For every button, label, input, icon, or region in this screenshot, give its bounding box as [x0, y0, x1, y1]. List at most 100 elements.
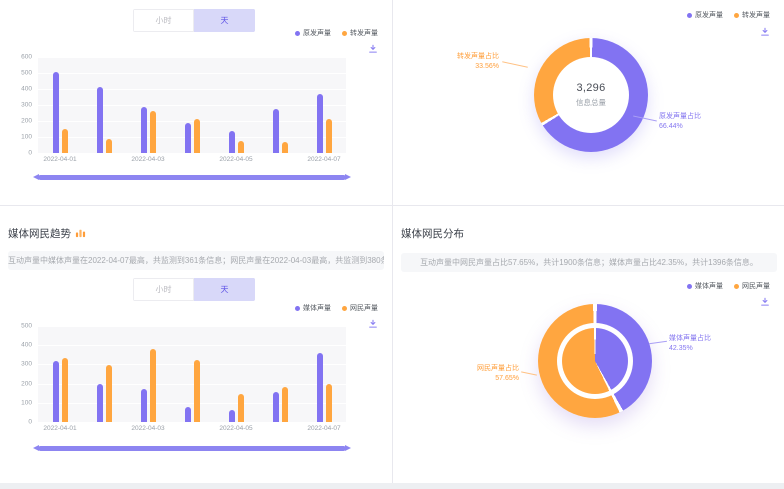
legend-label: 转发声量	[742, 12, 770, 19]
bar[interactable]	[140, 107, 147, 153]
legend-label: 网民声量	[742, 283, 770, 290]
bar[interactable]	[96, 383, 103, 422]
panel-title: 媒体网民趋势	[8, 226, 86, 241]
download-icon[interactable]	[368, 41, 378, 53]
bar-group	[38, 326, 82, 422]
bar[interactable]	[193, 359, 200, 422]
bar-group	[170, 326, 214, 422]
total-value: 3,296	[576, 82, 606, 94]
bar[interactable]	[149, 349, 156, 422]
gridline	[38, 383, 346, 385]
horizontal-scrollbar-track[interactable]	[0, 483, 784, 489]
legend-item[interactable]: 转发声量	[342, 28, 378, 38]
legend-item[interactable]: 原发声量	[687, 10, 723, 20]
scrollbar-right-handle[interactable]	[345, 174, 351, 180]
bar-group	[302, 326, 346, 422]
toggle-hour-button[interactable]: 小时	[133, 278, 194, 301]
legend-dot	[734, 12, 739, 18]
bar[interactable]	[272, 392, 279, 422]
bar[interactable]	[325, 383, 332, 422]
y-axis-tick: 400	[21, 85, 32, 93]
data-zoom-scrollbar[interactable]	[33, 445, 351, 451]
bar[interactable]	[61, 357, 68, 422]
bar-group	[214, 326, 258, 422]
y-axis-tick: 200	[21, 117, 32, 125]
x-axis-tick: 2022-04-01	[43, 156, 77, 163]
x-axis-tick	[258, 425, 302, 432]
panel-divider-vertical	[392, 0, 393, 483]
legend-item[interactable]: 媒体声量	[687, 281, 723, 291]
bar[interactable]	[52, 360, 59, 422]
gridline	[38, 402, 346, 404]
bar[interactable]	[105, 138, 112, 153]
y-axis-tick: 600	[21, 53, 32, 61]
bar[interactable]	[281, 387, 288, 422]
x-axis-tick	[82, 425, 126, 432]
download-icon[interactable]	[760, 24, 770, 36]
bar[interactable]	[272, 109, 279, 153]
toggle-hour-button[interactable]: 小时	[133, 9, 194, 32]
data-zoom-scrollbar[interactable]	[33, 174, 351, 180]
pie-chart-media-netizen[interactable]	[538, 304, 652, 418]
panel-title-text: 媒体网民趋势	[8, 228, 71, 240]
donut-chart-volume[interactable]: 3,296 信息总量	[534, 38, 648, 152]
x-axis-tick	[258, 156, 302, 163]
bar[interactable]	[96, 87, 103, 153]
bar[interactable]	[184, 407, 191, 422]
bar-chart-volume-trend: 600 500 400 300 200 100 0 2022-04-01 2022-04-03…	[8, 53, 360, 171]
bar-chart-media-netizen: 500 400 300 200 100 0 2022-04-01 2022-04-03 202…	[8, 322, 360, 440]
bar-group	[214, 57, 258, 153]
callout-line	[521, 371, 537, 376]
legend-item[interactable]: 媒体声量	[295, 303, 331, 313]
bar-group	[258, 326, 302, 422]
scrollbar-right-handle[interactable]	[345, 445, 351, 451]
gridline	[38, 57, 346, 58]
gridline	[38, 326, 346, 327]
legend-item[interactable]: 原发声量	[295, 28, 331, 38]
bar[interactable]	[281, 142, 288, 153]
scrollbar-left-handle[interactable]	[33, 174, 39, 180]
gridline	[38, 121, 346, 122]
y-axis: 500 400 300 200 100 0	[8, 323, 36, 426]
panel-media-netizen-trend: 媒体网民趋势 互动声量中媒体声量在2022-04-07最高，共监测到361条信息…	[0, 206, 392, 483]
bar[interactable]	[316, 352, 323, 422]
inner-pie	[562, 328, 628, 394]
bar-group	[302, 57, 346, 153]
y-axis: 600 500 400 300 200 100 0	[8, 53, 36, 157]
bar[interactable]	[316, 94, 323, 153]
bar[interactable]	[228, 410, 235, 422]
bars-container	[38, 57, 346, 153]
x-axis: 2022-04-01 2022-04-03 2022-04-05 2022-04-07	[38, 425, 346, 432]
bar[interactable]	[228, 131, 235, 153]
bar[interactable]	[52, 72, 59, 153]
bar[interactable]	[61, 129, 68, 153]
gridline	[38, 73, 346, 74]
legend-item[interactable]: 转发声量	[734, 10, 770, 20]
chart-legend: 媒体声量 网民声量	[687, 281, 770, 291]
gridline	[38, 105, 346, 106]
y-axis-tick: 500	[21, 69, 32, 77]
download-icon[interactable]	[368, 316, 378, 328]
legend-item[interactable]: 网民声量	[734, 281, 770, 291]
legend-label: 转发声量	[350, 30, 378, 37]
toggle-day-button[interactable]: 天	[194, 9, 255, 32]
scrollbar-left-handle[interactable]	[33, 445, 39, 451]
legend-item[interactable]: 网民声量	[342, 303, 378, 313]
toggle-day-button[interactable]: 天	[194, 278, 255, 301]
plot-area	[38, 326, 346, 423]
bar[interactable]	[237, 140, 244, 153]
gridline	[38, 89, 346, 90]
legend-dot	[342, 305, 347, 311]
bar[interactable]	[140, 389, 147, 422]
x-axis-tick: 2022-04-03	[131, 425, 165, 432]
download-icon[interactable]	[760, 294, 770, 306]
chart-legend: 原发声量 转发声量	[295, 28, 378, 38]
bar[interactable]	[105, 365, 112, 422]
bar[interactable]	[193, 118, 200, 153]
legend-dot	[687, 12, 692, 18]
bar[interactable]	[184, 122, 191, 153]
bar[interactable]	[149, 110, 156, 153]
bar[interactable]	[325, 119, 332, 153]
bar[interactable]	[237, 393, 244, 422]
summary-text: 互动声量中媒体声量在2022-04-07最高，共监测到361条信息；网民声量在2…	[8, 251, 384, 270]
